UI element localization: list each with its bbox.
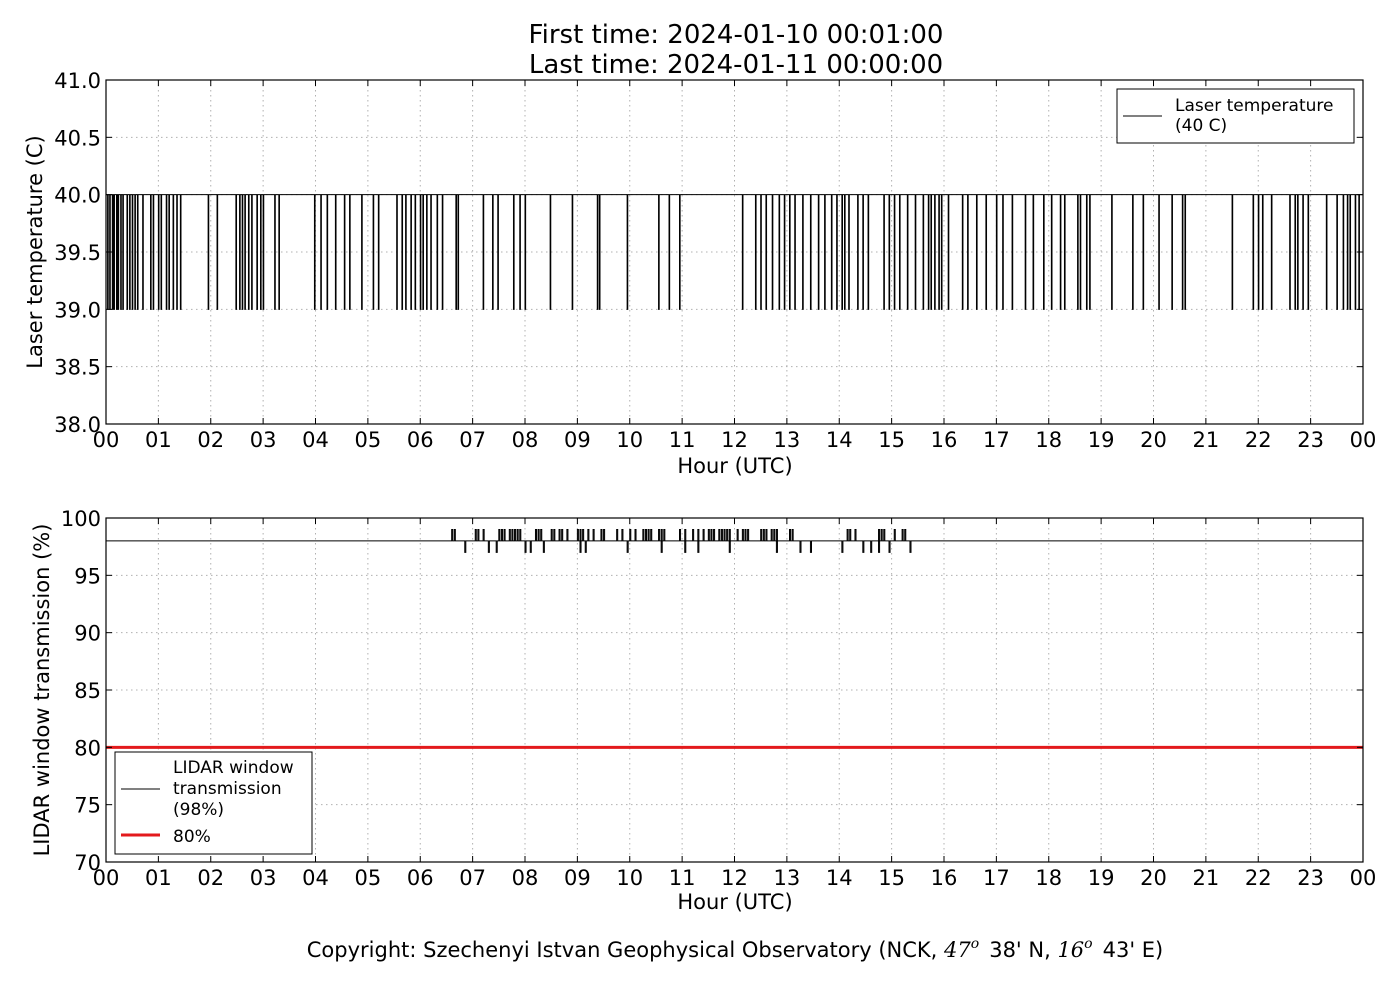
x-tick-label: 08 — [512, 428, 539, 452]
x-tick-label: 03 — [250, 428, 277, 452]
x-tick-label: 11 — [669, 428, 696, 452]
x-tick-label: 18 — [1035, 428, 1062, 452]
y-tick-label: 100 — [61, 507, 101, 531]
y-tick-label: 95 — [74, 564, 101, 588]
x-tick-label: 23 — [1297, 428, 1324, 452]
bottom-legend-label-line2: transmission — [173, 779, 282, 799]
x-tick-label: 06 — [407, 428, 434, 452]
y-tick-label: 41.0 — [54, 69, 101, 93]
y-tick-label: 39.5 — [54, 241, 101, 265]
x-tick-label: 20 — [1140, 866, 1167, 890]
top-x-axis-label: Hour (UTC) — [677, 454, 792, 478]
x-tick-label: 00 — [1350, 428, 1377, 452]
bottom-ticks: 00 01 02 03 04 05 06 07 08 09 10 11 12 13 14 15 16 17 18 19… — [61, 507, 1376, 890]
laser-temperature-panel: 00 01 02 03 04 05 06 07 08 09 10 11 12 13 14 15 16 17 18 19… — [23, 69, 1376, 478]
x-tick-label: 06 — [407, 866, 434, 890]
x-tick-label: 10 — [616, 428, 643, 452]
x-tick-label: 19 — [1088, 866, 1115, 890]
top-legend: Laser temperature (40 C) — [1116, 88, 1355, 144]
x-tick-label: 08 — [512, 866, 539, 890]
x-tick-label: 17 — [983, 428, 1010, 452]
x-tick-label: 05 — [355, 428, 382, 452]
bottom-legend: LIDAR window transmission (98%) 80% — [114, 751, 313, 855]
x-tick-label: 00 — [93, 428, 120, 452]
x-tick-label: 07 — [459, 866, 486, 890]
x-tick-label: 17 — [983, 866, 1010, 890]
latitude-degree-mark: o — [971, 936, 979, 952]
bottom-legend-box — [114, 751, 313, 855]
x-tick-label: 03 — [250, 866, 277, 890]
x-tick-label: 23 — [1297, 866, 1324, 890]
x-tick-label: 18 — [1035, 866, 1062, 890]
x-tick-label: 16 — [931, 866, 958, 890]
longitude-minutes: 43' E) — [1103, 938, 1164, 962]
x-tick-label: 01 — [145, 866, 172, 890]
x-tick-label: 14 — [826, 428, 853, 452]
x-tick-label: 20 — [1140, 428, 1167, 452]
bottom-x-axis-label: Hour (UTC) — [677, 890, 792, 914]
laser-temperature-series — [106, 194, 1363, 310]
longitude-degree-mark: o — [1084, 936, 1092, 952]
y-tick-label: 39.0 — [54, 298, 101, 322]
copyright-prefix: Copyright: Szechenyi Istvan Geophysical … — [307, 938, 944, 962]
bottom-legend-label-line3: (98%) — [173, 800, 224, 820]
x-tick-label: 07 — [459, 428, 486, 452]
x-tick-label: 16 — [931, 428, 958, 452]
bottom-legend-label-line1: LIDAR window — [173, 758, 294, 778]
x-tick-label: 04 — [302, 866, 329, 890]
x-tick-label: 14 — [826, 866, 853, 890]
y-tick-label: 40.5 — [54, 126, 101, 150]
lidar-transmission-series — [106, 528, 1363, 749]
x-tick-label: 22 — [1245, 428, 1272, 452]
y-tick-label: 75 — [74, 794, 101, 818]
top-ticks: 00 01 02 03 04 05 06 07 08 09 10 11 12 13 14 15 16 17 18 19… — [54, 69, 1376, 452]
laser-temperature-line — [106, 194, 1363, 310]
bottom-y-axis-label: LIDAR window transmission (%) — [30, 524, 54, 857]
x-tick-label: 02 — [197, 866, 224, 890]
x-tick-label: 05 — [355, 866, 382, 890]
x-tick-label: 10 — [616, 866, 643, 890]
x-tick-label: 12 — [721, 866, 748, 890]
x-tick-label: 00 — [1350, 866, 1377, 890]
lidar-transmission-line — [106, 528, 1363, 553]
x-tick-label: 00 — [93, 866, 120, 890]
x-tick-label: 15 — [878, 428, 905, 452]
x-tick-label: 12 — [721, 428, 748, 452]
y-tick-label: 90 — [74, 622, 101, 646]
y-tick-label: 70 — [74, 851, 101, 875]
x-tick-label: 11 — [669, 866, 696, 890]
top-legend-label: Laser temperature — [1175, 96, 1333, 116]
top-y-axis-label: Laser temperature (C) — [23, 135, 47, 368]
longitude-degrees: 16 — [1057, 938, 1084, 962]
top-legend-sublabel: (40 C) — [1175, 116, 1227, 136]
x-tick-label: 09 — [564, 866, 591, 890]
x-tick-label: 02 — [197, 428, 224, 452]
x-tick-label: 13 — [774, 428, 801, 452]
x-tick-label: 19 — [1088, 428, 1115, 452]
y-tick-label: 38.5 — [54, 356, 101, 380]
latitude-degrees: 47 — [943, 938, 971, 962]
y-tick-label: 40.0 — [54, 184, 101, 208]
first-time-title: First time: 2024-01-10 00:01:00 — [529, 20, 944, 50]
x-tick-label: 01 — [145, 428, 172, 452]
lidar-transmission-panel: 00 01 02 03 04 05 06 07 08 09 10 11 12 13 14 15 16 17 18 19… — [30, 507, 1376, 914]
last-time-title: Last time: 2024-01-11 00:00:00 — [529, 50, 943, 80]
bottom-legend-threshold-label: 80% — [173, 827, 211, 847]
x-tick-label: 13 — [774, 866, 801, 890]
copyright-footer: Copyright: Szechenyi Istvan Geophysical … — [307, 936, 1164, 962]
y-tick-label: 85 — [74, 679, 101, 703]
x-tick-label: 15 — [878, 866, 905, 890]
x-tick-label: 04 — [302, 428, 329, 452]
y-tick-label: 38.0 — [54, 413, 101, 437]
x-tick-label: 21 — [1193, 428, 1220, 452]
x-tick-label: 09 — [564, 428, 591, 452]
latitude-minutes: 38' N, — [989, 938, 1057, 962]
x-tick-label: 22 — [1245, 866, 1272, 890]
x-tick-label: 21 — [1193, 866, 1220, 890]
y-tick-label: 80 — [74, 736, 101, 760]
